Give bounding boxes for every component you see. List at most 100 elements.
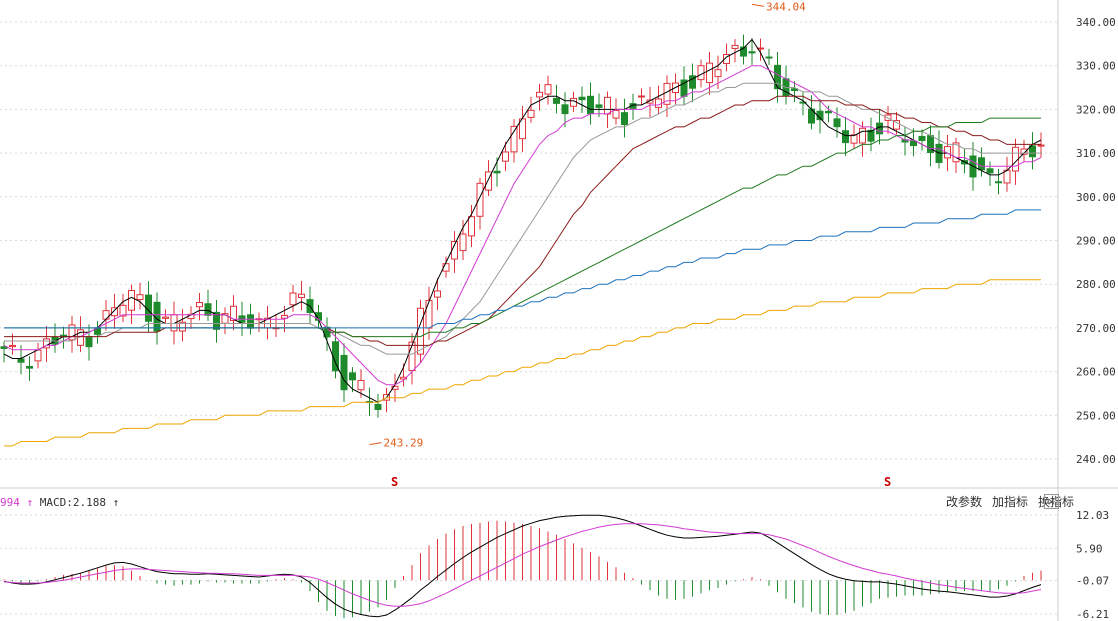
candle-body (723, 54, 730, 65)
candle-body (740, 46, 747, 57)
candle-body (408, 341, 416, 372)
candle-body (102, 310, 110, 320)
main-y-tick-label: 270.00 (1076, 322, 1116, 335)
candle-body (944, 146, 951, 159)
main-y-tick-label: 300.00 (1076, 191, 1116, 204)
candle-body (570, 97, 577, 107)
candle-body (1037, 144, 1045, 147)
candle-body (706, 62, 713, 84)
main-y-tick-label: 240.00 (1076, 453, 1116, 466)
main-y-tick-label: 290.00 (1076, 235, 1116, 248)
macd-y-tick-label: 12.03 (1076, 509, 1109, 522)
switch-indicator-button[interactable]: 换指标 (1037, 495, 1074, 509)
candle-body (68, 324, 76, 341)
candle-body (281, 314, 288, 319)
candle-body (417, 307, 424, 355)
candle-body (111, 307, 118, 317)
candle-body (391, 385, 399, 390)
candle-body (493, 170, 501, 174)
candle-body (833, 118, 841, 128)
candle-body (986, 168, 994, 174)
ma120-line (4, 209, 1041, 329)
candle-body (765, 56, 773, 59)
candle-body (502, 151, 509, 162)
close-icon[interactable]: × (1044, 494, 1059, 509)
candle-body (400, 376, 407, 380)
candle-body (1029, 145, 1036, 158)
candle-body (230, 305, 237, 322)
candle-body (247, 314, 254, 329)
candle-body (978, 157, 985, 171)
candle-body (544, 84, 552, 95)
candle-body (612, 109, 620, 119)
candle-body (995, 181, 1002, 184)
candle-body (119, 304, 127, 317)
candle-body (136, 294, 144, 300)
main-y-tick-label: 310.00 (1076, 147, 1116, 160)
candle-body (850, 134, 858, 144)
candle-body (791, 88, 798, 92)
annotation-arrow (369, 442, 382, 446)
candle-body (578, 96, 586, 101)
candle-body (561, 104, 569, 115)
main-y-tick-label: 340.00 (1076, 16, 1116, 29)
ma10-line (3, 65, 1042, 386)
edit-params-button[interactable]: 改参数 (945, 495, 982, 509)
candle-body (825, 110, 832, 114)
candle-body (731, 44, 739, 49)
main-y-tick-label: 250.00 (1076, 409, 1116, 422)
candle-body (468, 216, 475, 237)
candle-body (621, 112, 628, 125)
candle-body (289, 292, 297, 306)
candle-body (629, 103, 637, 109)
candle-body (145, 294, 152, 322)
candle-body (213, 311, 220, 330)
candle-body (638, 95, 645, 98)
main-y-tick-label: 330.00 (1076, 60, 1116, 73)
candle-body (162, 316, 169, 319)
candle-body (867, 129, 875, 142)
candle-body (196, 302, 203, 308)
indicator-toolbar: 改参数 加指标 换指标 (946, 493, 1074, 510)
macd-y-tick-label: -6.21 (1076, 608, 1109, 621)
ma20-line (4, 82, 1041, 355)
dif-line (3, 514, 1042, 618)
candle-body (26, 365, 33, 369)
candle-body (9, 344, 16, 348)
candle-body (646, 99, 654, 104)
candle-body (536, 91, 543, 98)
candle-body (774, 64, 781, 90)
candle-body (689, 75, 696, 89)
candle-body (893, 120, 900, 130)
candle-body (952, 142, 960, 163)
sell-marker: S (391, 475, 398, 489)
candle-body (179, 321, 186, 332)
candle-body (485, 171, 492, 191)
candle-body (357, 380, 365, 391)
candle-body (799, 101, 807, 104)
macd-y-tick-label: -0.07 (1076, 575, 1109, 588)
candle-body (859, 127, 866, 144)
candle-body (0, 346, 8, 349)
candle-body (85, 336, 93, 348)
main-y-tick-label: 280.00 (1076, 278, 1116, 291)
candle-body (77, 329, 84, 346)
candle-body (434, 290, 441, 298)
add-indicator-button[interactable]: 加指标 (991, 495, 1028, 509)
main-y-tick-label: 260.00 (1076, 366, 1116, 379)
candle-body (510, 125, 518, 153)
candle-body (128, 289, 135, 311)
main-y-tick-label: 320.00 (1076, 103, 1116, 116)
dea-line (3, 523, 1042, 607)
candle-body (442, 263, 450, 272)
candle-body (604, 96, 611, 115)
candle-body (34, 349, 42, 362)
candle-body (17, 358, 25, 363)
candle-body (910, 140, 917, 147)
price-annotation: 243.29 (384, 437, 424, 450)
candle-body (655, 98, 662, 108)
price-annotation: 344.04 (766, 0, 806, 13)
ma5-line (3, 38, 1042, 403)
candle-body (842, 130, 849, 144)
